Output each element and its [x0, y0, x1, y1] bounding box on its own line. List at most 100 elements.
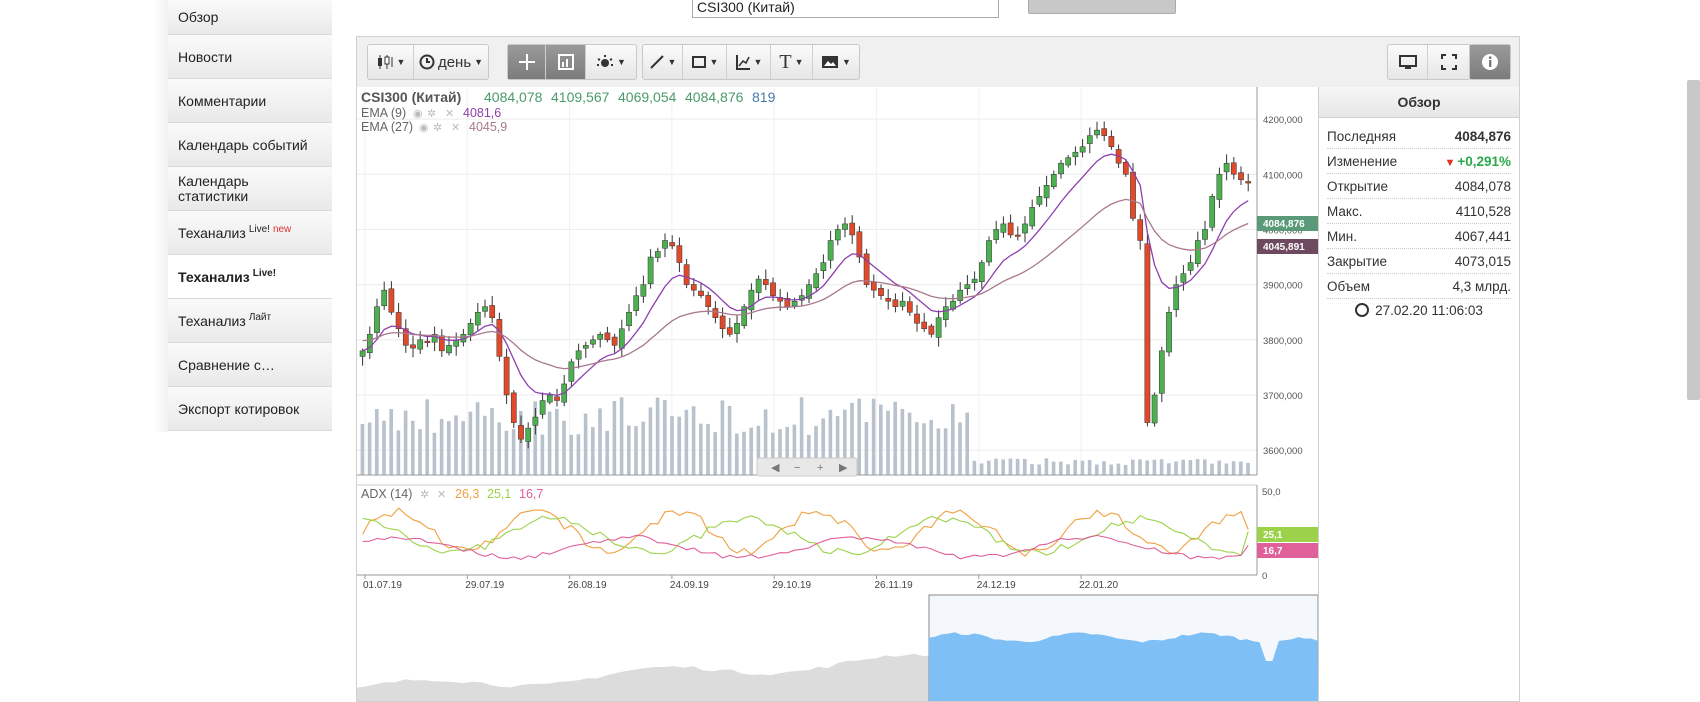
eye-icon[interactable]: ◉ [419, 122, 429, 134]
volume-bar [893, 401, 897, 475]
candle-body [971, 278, 978, 284]
date-tick-label: 26.08.19 [568, 580, 607, 591]
date-tick-label: 24.12.19 [977, 580, 1016, 591]
nav-item-7[interactable]: Теханализ Live! [168, 255, 332, 299]
chart-area[interactable]: 3600,0003700,0003800,0003900,0004000,000… [357, 87, 1318, 701]
volume-bar [706, 423, 710, 475]
close-icon[interactable]: ✕ [451, 122, 460, 134]
gear-icon[interactable]: ✲ [433, 122, 442, 134]
candle-body [1000, 223, 1007, 233]
di-plus-value: 25,1 [487, 487, 511, 501]
indicators-button[interactable]: ▼ [586, 45, 636, 79]
nav-item-sup: Live! [252, 268, 277, 279]
nav-item-6[interactable]: Теханализ Live! new [168, 211, 332, 255]
volume-bar [1008, 458, 1013, 475]
nav-item-8[interactable]: Теханализ Лайт [168, 299, 332, 343]
period-button[interactable]: день ▼ [414, 45, 488, 79]
candle-body [417, 339, 424, 350]
gear-icon[interactable]: ✲ [427, 108, 436, 120]
volume-bar [756, 425, 761, 475]
price-tick-label: 3800,000 [1263, 336, 1303, 347]
ema-9-line [362, 153, 1249, 397]
nav-item-label: Обзор [178, 9, 219, 25]
candle-body [1086, 135, 1093, 144]
chart-type-button[interactable]: ▼ [368, 45, 414, 79]
zoom-in-icon[interactable]: + [817, 462, 823, 474]
navigator-selected [929, 632, 1318, 701]
candle-body [726, 327, 733, 335]
date-tick-label: 24.09.19 [670, 580, 709, 591]
shape-tool-button[interactable]: ▼ [683, 45, 727, 79]
chevron-down-icon: ▼ [753, 57, 763, 67]
page-scrollbar[interactable] [1687, 80, 1700, 400]
close-icon[interactable]: ✕ [437, 489, 446, 501]
line-tool-button[interactable]: ▼ [643, 45, 683, 79]
volume-bar [598, 408, 602, 475]
di-plus-line [362, 514, 1249, 556]
top-button-group[interactable] [1028, 0, 1176, 14]
nav-item-3[interactable]: Комментарии [168, 79, 332, 123]
volume-bar [396, 430, 401, 475]
info-button[interactable] [1470, 45, 1510, 79]
volume-bar [1080, 460, 1085, 475]
scroll-left-icon[interactable]: ◀ [771, 462, 780, 474]
scroll-right-icon[interactable]: ▶ [839, 462, 848, 474]
volume-bar [1159, 459, 1164, 475]
candle-body [431, 334, 438, 343]
volume-bar [360, 424, 365, 475]
volume-bar [691, 406, 696, 475]
instrument-search-input[interactable]: CSI300 (Китай) [692, 0, 999, 18]
candle-body [806, 284, 812, 299]
candle-body [503, 356, 510, 396]
analysis-tool-button[interactable]: ▼ [727, 45, 771, 79]
nav-item-2[interactable]: Новости [168, 35, 332, 79]
nav-item-9[interactable]: Сравнение с… [168, 343, 332, 387]
price-axis: 3600,0003700,0003800,0003900,0004000,000… [1256, 87, 1303, 475]
indicators-icon [597, 55, 614, 67]
volume-bar [943, 428, 948, 475]
nav-item-1[interactable]: Обзор [168, 0, 332, 35]
volume-bar [504, 430, 509, 475]
volume-bar [778, 429, 782, 475]
volume-bar [1001, 459, 1005, 475]
legend-close: 4084,876 [685, 89, 744, 105]
overview-row-label: Последняя [1327, 128, 1397, 144]
nav-item-4[interactable]: Календарь событий [168, 123, 332, 167]
overview-row-label: Мин. [1327, 228, 1357, 244]
volume-bar [965, 412, 969, 475]
fullscreen-button[interactable] [1428, 45, 1470, 79]
volume-bar [641, 421, 645, 475]
chevron-down-icon: ▼ [617, 57, 626, 67]
gear-icon[interactable]: ✲ [420, 489, 429, 501]
candle-body [1173, 284, 1180, 310]
candle-body [914, 313, 920, 324]
nav-item-10[interactable]: Экспорт котировок [168, 387, 332, 431]
text-tool-button[interactable]: T ▼ [771, 45, 813, 79]
volume-bar [684, 409, 689, 475]
candle-body [964, 284, 971, 289]
eye-icon[interactable]: ◉ [413, 108, 423, 120]
candle-body [1022, 223, 1028, 234]
zoom-out-icon[interactable]: − [794, 462, 800, 474]
panel-view-button[interactable] [546, 45, 586, 79]
navigator[interactable] [357, 594, 1318, 701]
nav-item-5[interactable]: Календарь статистики [168, 167, 332, 211]
nav-item-label: Теханализ [178, 224, 246, 241]
image-tool-button[interactable]: ▼ [813, 45, 859, 79]
volume-bar [879, 404, 883, 475]
close-icon[interactable]: ✕ [445, 108, 454, 120]
overview-row-value: 4084,078 [1455, 179, 1511, 194]
candle-body [705, 295, 712, 307]
crosshair-button[interactable] [508, 45, 546, 79]
date-axis: 01.07.19 29.07.19 26.08.19 24.09.19 29.10.19… [363, 575, 1118, 591]
candle-body [554, 396, 560, 401]
volume-bar [1203, 459, 1207, 475]
screenshot-button[interactable] [1388, 45, 1428, 79]
volume-bar [648, 407, 653, 475]
overview-time: 27.02.20 11:06:03 [1319, 303, 1519, 318]
volume-bar [1167, 463, 1171, 475]
volume-bar [1109, 464, 1113, 475]
adx-pink-tag [1257, 543, 1318, 558]
candle-body [842, 223, 848, 230]
volume-bar [468, 411, 473, 475]
